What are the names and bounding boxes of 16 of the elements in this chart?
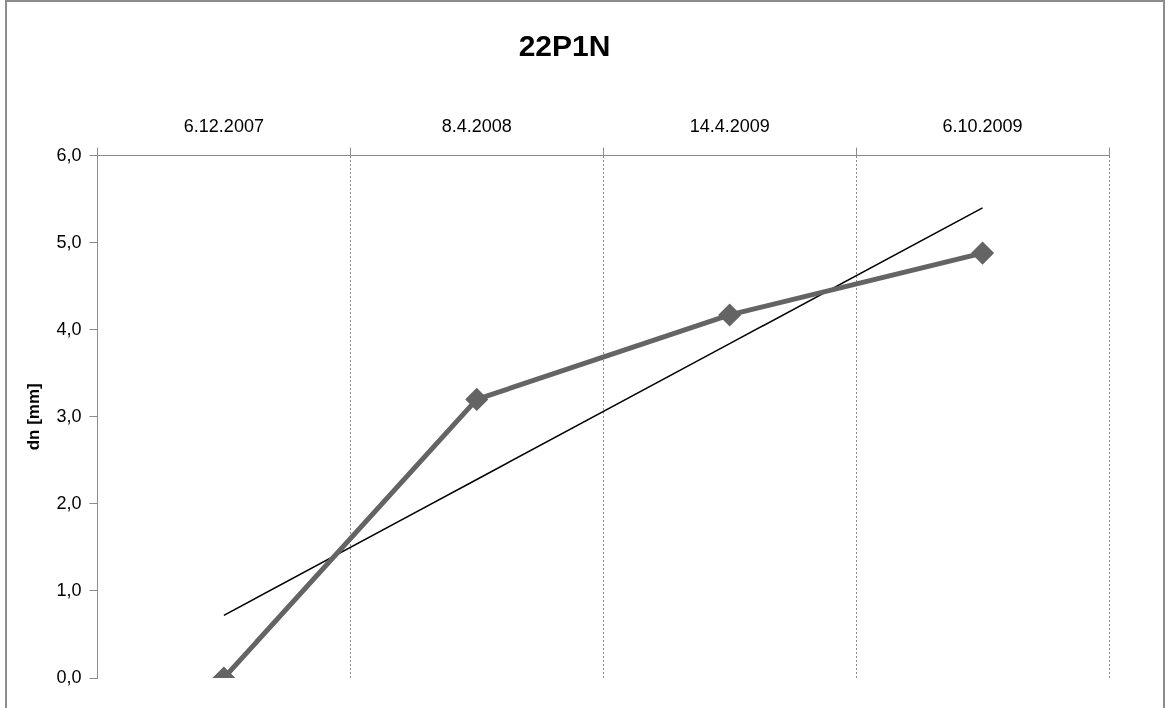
y-axis-title: dn [mm]: [23, 383, 43, 451]
x-tick-label: 6.10.2009: [942, 115, 1023, 136]
y-tick-label: 4,0: [56, 318, 82, 339]
y-tick-label: 3,0: [56, 405, 82, 426]
y-tick-label: 1,0: [56, 579, 82, 600]
y-tick-label: 0,0: [56, 666, 82, 687]
point: [972, 242, 994, 264]
x-tick-label: 14.4.2009: [689, 115, 770, 136]
y-tick-label: 5,0: [56, 231, 82, 252]
x-tick-label: 8.4.2008: [441, 115, 512, 136]
y-tick-label: 6,0: [56, 144, 82, 165]
x-tick-label: 6.12.2007: [183, 115, 264, 136]
point: [719, 304, 741, 326]
chart-title: 22P1N: [518, 29, 611, 63]
y-tick-label: 2,0: [56, 492, 82, 513]
point: [466, 388, 488, 410]
